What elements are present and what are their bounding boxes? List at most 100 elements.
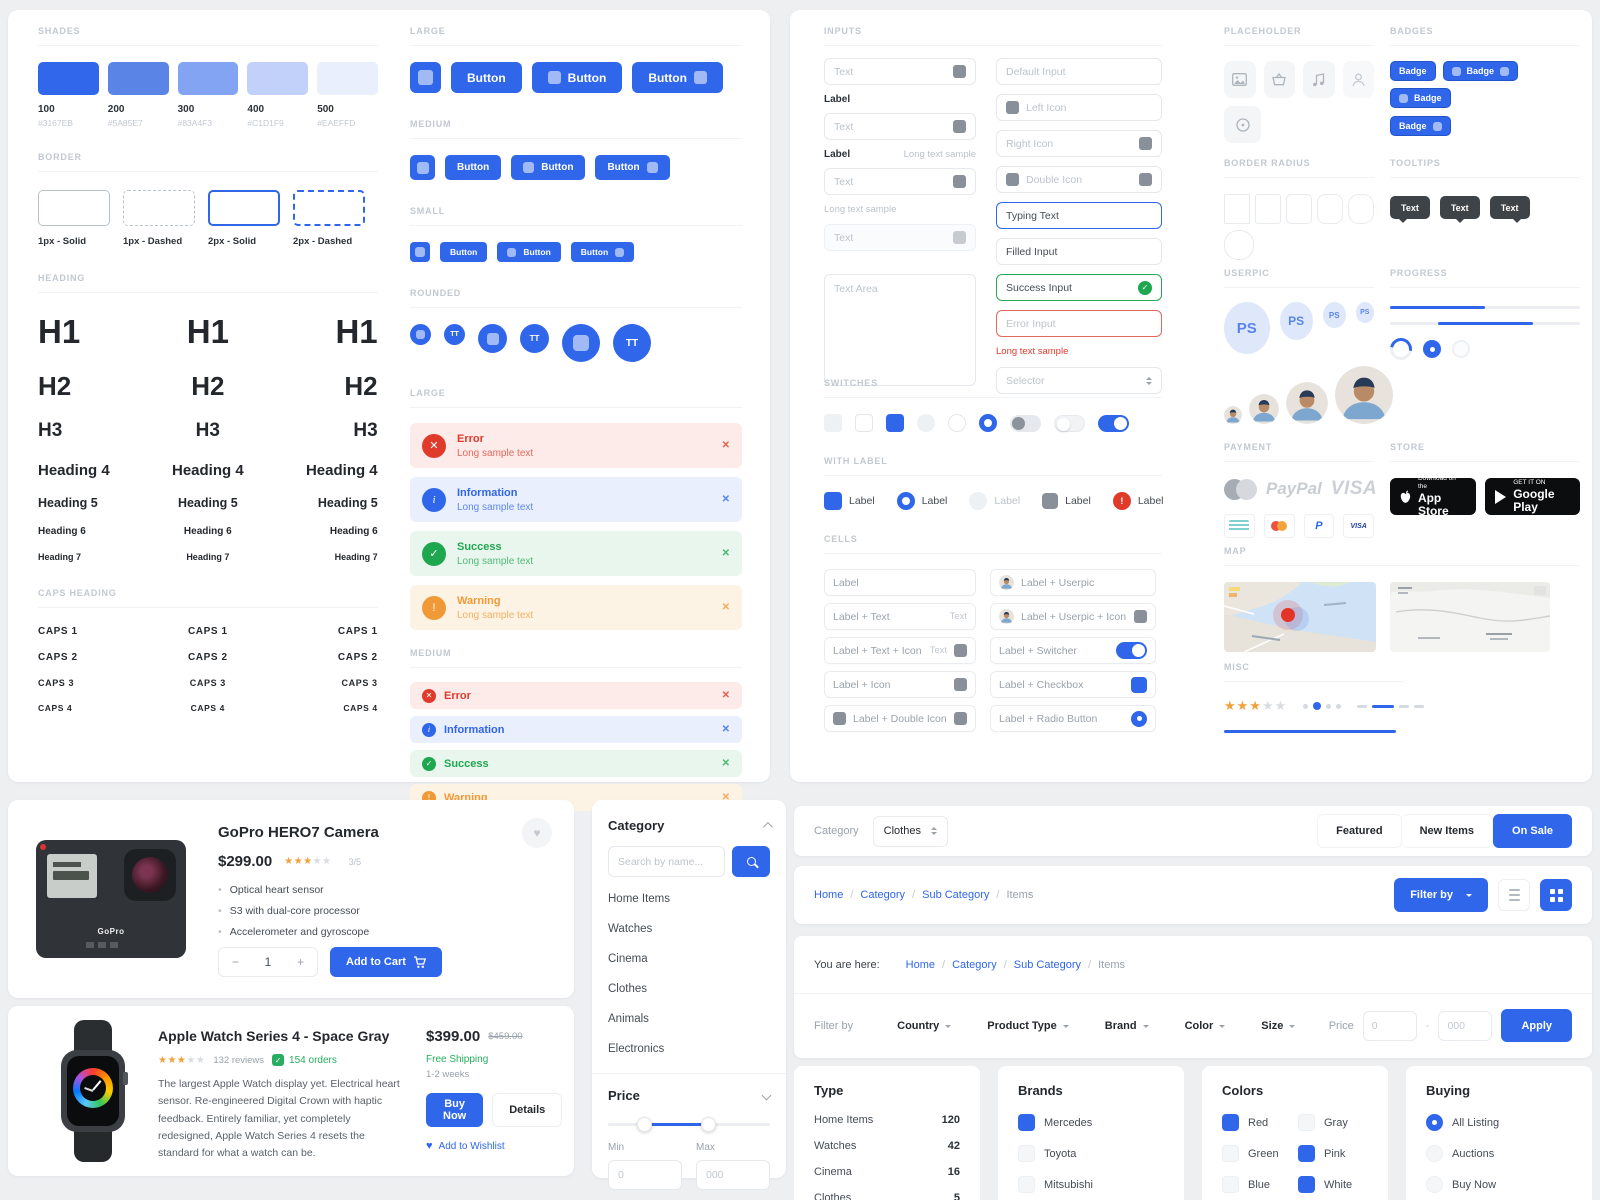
left-icon-input[interactable] xyxy=(996,94,1162,121)
facet-count-row[interactable]: Watches 42 xyxy=(814,1140,960,1152)
selector-field[interactable] xyxy=(1006,374,1139,387)
facet-checkbox-row[interactable]: Green xyxy=(1222,1145,1292,1162)
facet-count-row[interactable]: Cinema 16 xyxy=(814,1166,960,1178)
default-input[interactable] xyxy=(996,58,1162,85)
pagination-dots[interactable] xyxy=(1303,702,1342,710)
icon-text-button[interactable]: Button xyxy=(497,242,561,262)
category-item[interactable]: Clothes xyxy=(608,983,647,995)
cell-label-icon[interactable]: Label + Icon xyxy=(824,671,976,698)
text-field[interactable] xyxy=(1006,137,1132,150)
text-input[interactable] xyxy=(824,168,976,195)
min-price-input[interactable] xyxy=(608,1160,682,1190)
dropdown-product-type[interactable]: Product Type xyxy=(987,1020,1069,1032)
text-field[interactable] xyxy=(1026,101,1152,114)
double-icon-input[interactable] xyxy=(996,166,1162,193)
text-field[interactable] xyxy=(1006,245,1152,258)
max-price-input[interactable] xyxy=(696,1160,770,1190)
text-button[interactable]: Button xyxy=(445,155,502,180)
facet-checkbox-row[interactable]: Pink xyxy=(1298,1145,1368,1162)
checkbox-checked[interactable] xyxy=(1298,1176,1315,1193)
dropdown-country[interactable]: Country xyxy=(897,1020,952,1032)
text-field[interactable] xyxy=(834,120,946,133)
dropdown-brand[interactable]: Brand xyxy=(1105,1020,1149,1032)
plus-icon[interactable]: + xyxy=(297,955,305,969)
facet-count-row[interactable]: Home Items 120 xyxy=(814,1114,960,1126)
text-field[interactable] xyxy=(834,65,946,78)
radio-checked[interactable] xyxy=(1131,710,1147,727)
dropdown-color[interactable]: Color xyxy=(1185,1020,1226,1032)
close-icon[interactable] xyxy=(722,494,730,505)
facet-checkbox-row[interactable]: Gray xyxy=(1298,1114,1368,1131)
text-icon-button[interactable]: Button xyxy=(595,155,670,180)
text-field[interactable] xyxy=(1006,65,1152,78)
wishlist-link[interactable]: ♥ Add to Wishlist xyxy=(426,1140,556,1152)
checkbox-checked[interactable] xyxy=(1018,1114,1035,1131)
badge-left-icon[interactable]: Badge xyxy=(1390,88,1451,108)
breadcrumb-link[interactable]: Home xyxy=(905,958,935,971)
icon-text-button[interactable]: Button xyxy=(531,62,623,93)
cell-label[interactable]: Label xyxy=(824,569,976,596)
round-icon-button[interactable] xyxy=(410,324,431,345)
typing-input[interactable] xyxy=(996,202,1162,229)
text-icon-button[interactable]: Button xyxy=(570,242,635,262)
checkbox-checked[interactable] xyxy=(1298,1145,1315,1162)
facet-checkbox-row[interactable]: Red xyxy=(1222,1114,1292,1131)
selector[interactable] xyxy=(996,367,1162,394)
close-icon[interactable] xyxy=(722,548,730,559)
text-field[interactable] xyxy=(1026,173,1132,186)
right-icon-input[interactable] xyxy=(996,130,1162,157)
facet-checkbox-row[interactable]: Toyota xyxy=(1018,1145,1164,1162)
toggle-on[interactable] xyxy=(1116,642,1147,659)
toggle-on[interactable] xyxy=(1098,414,1129,432)
category-item[interactable]: Cinema xyxy=(608,953,648,965)
pagination-dashes[interactable] xyxy=(1357,704,1425,708)
list-view-icon[interactable] xyxy=(1498,879,1530,911)
badge-with-label[interactable]: Label xyxy=(1112,492,1164,510)
close-icon[interactable] xyxy=(722,758,730,769)
close-icon[interactable] xyxy=(722,440,730,451)
radio-checked[interactable] xyxy=(979,414,997,432)
success-input[interactable] xyxy=(996,274,1162,301)
apply-button[interactable]: Apply xyxy=(1501,1009,1572,1042)
checkbox-with-label[interactable]: Label xyxy=(824,492,875,510)
cell-label-text[interactable]: Label + Text Text xyxy=(824,603,976,630)
facet-checkbox-row[interactable]: Blue xyxy=(1222,1176,1292,1193)
category-item[interactable]: Electronics xyxy=(608,1043,665,1055)
facet-checkbox-row[interactable]: White xyxy=(1298,1176,1368,1193)
slider-handle-min[interactable] xyxy=(636,1117,652,1132)
slider-handle-max[interactable] xyxy=(701,1117,717,1132)
text-field[interactable] xyxy=(1006,317,1152,330)
close-icon[interactable] xyxy=(722,690,730,701)
category-item[interactable]: Home Items xyxy=(608,893,670,905)
checkbox-unchecked[interactable] xyxy=(855,414,873,432)
details-button[interactable]: Details xyxy=(492,1093,563,1127)
price-max-input[interactable] xyxy=(1438,1010,1493,1041)
textarea[interactable] xyxy=(824,274,976,386)
tab-on-sale[interactable]: On Sale xyxy=(1493,814,1572,848)
breadcrumb-link[interactable]: Sub Category xyxy=(1013,958,1082,971)
search-button[interactable] xyxy=(732,846,770,877)
close-icon[interactable] xyxy=(722,724,730,735)
checkbox-checked[interactable] xyxy=(1222,1114,1239,1131)
cell-label-userpic-icon[interactable]: Label + Userpic + Icon xyxy=(990,603,1156,630)
round-icon-button[interactable] xyxy=(562,324,600,362)
checkbox-checked[interactable] xyxy=(1131,676,1147,693)
text-input[interactable] xyxy=(824,58,976,85)
cell-label-double-icon[interactable]: Label + Double Icon xyxy=(824,705,976,732)
google-play-badge[interactable]: GET IT ON Google Play xyxy=(1485,478,1580,515)
quantity-stepper[interactable]: − 1 + xyxy=(218,947,318,977)
icon-button[interactable] xyxy=(410,242,430,262)
text-field[interactable] xyxy=(1006,209,1152,222)
add-to-cart-button[interactable]: Add to Cart xyxy=(330,947,442,977)
chevron-up-icon[interactable] xyxy=(762,821,773,832)
round-text-button[interactable]: TT xyxy=(613,324,651,362)
category-item[interactable]: Animals xyxy=(608,1013,649,1025)
checkbox-checked[interactable] xyxy=(886,414,904,432)
text-field[interactable] xyxy=(834,175,946,188)
radio-checked[interactable] xyxy=(896,492,915,510)
facet-radio-row[interactable]: All Listing xyxy=(1426,1114,1572,1131)
filled-input[interactable] xyxy=(996,238,1162,265)
close-icon[interactable] xyxy=(722,602,730,613)
icon-button[interactable] xyxy=(410,62,441,93)
category-item[interactable]: Watches xyxy=(608,923,653,935)
